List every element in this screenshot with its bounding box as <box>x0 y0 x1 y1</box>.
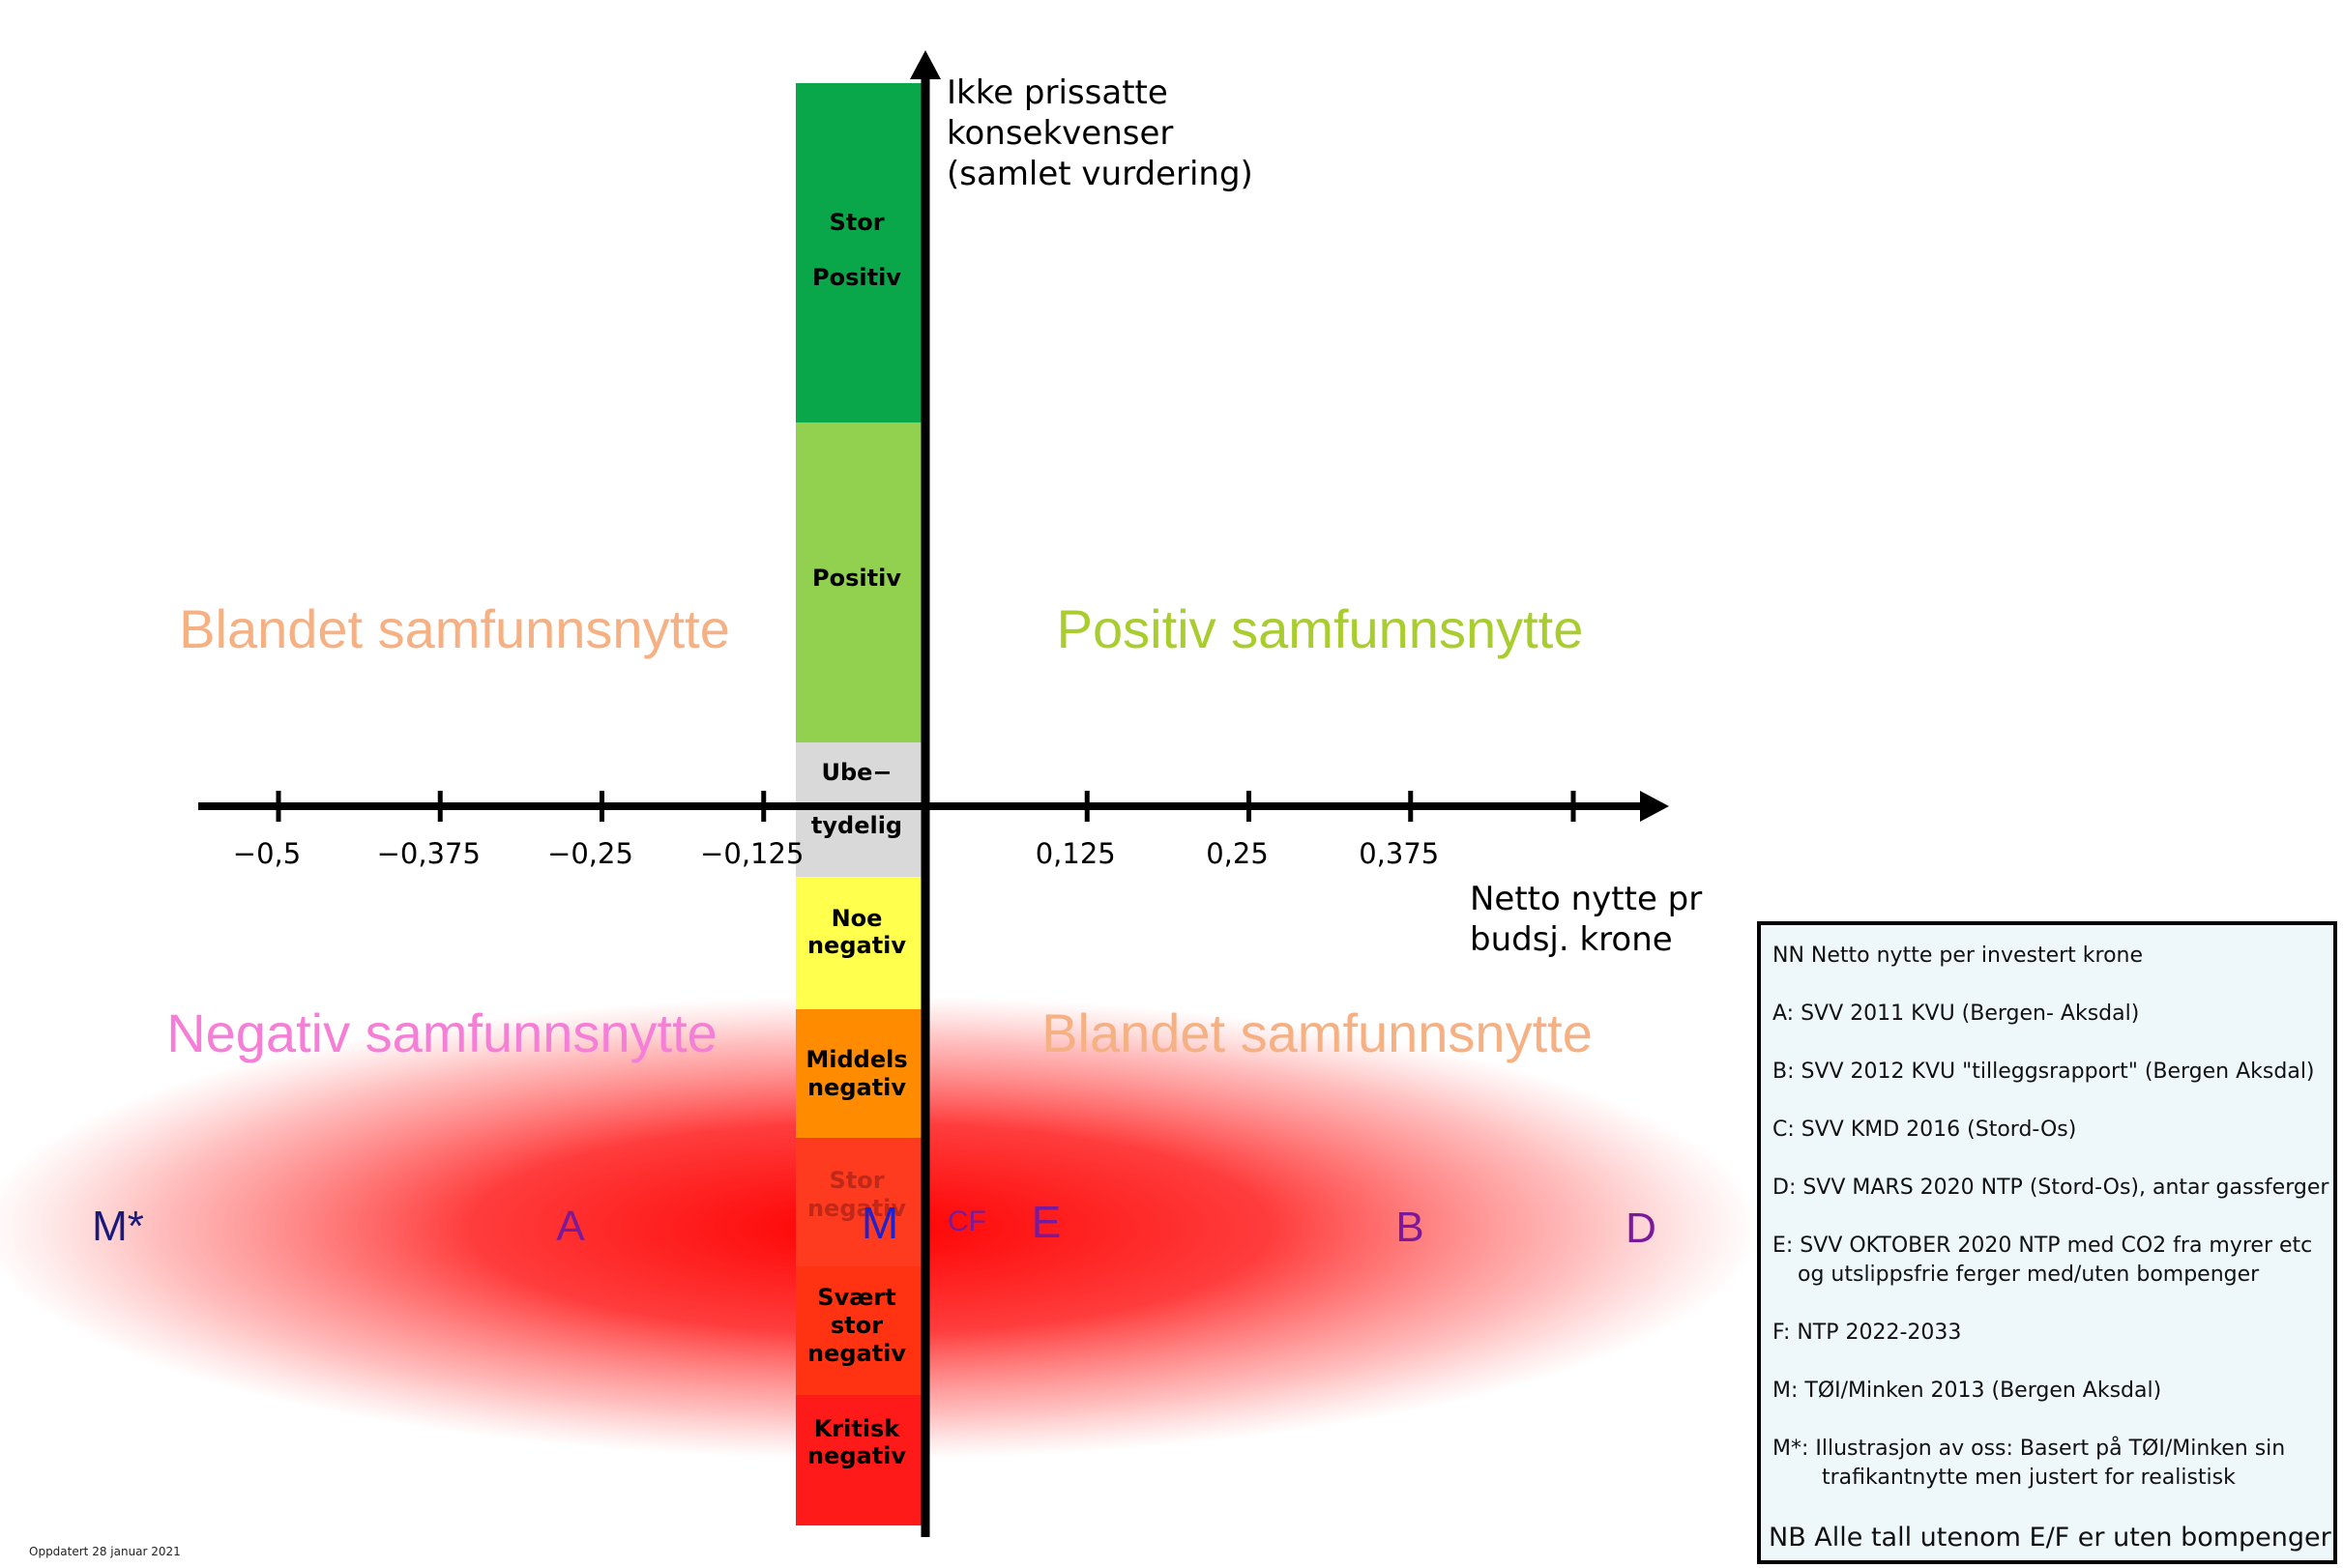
assessment-scale: StorPositivPositivUbe−tydeligNoenegativM… <box>796 83 922 1525</box>
legend-line-f: F: NTP 2022-2033 <box>1772 1321 1962 1345</box>
scale-band-4 <box>796 1009 922 1138</box>
x-tick-label-0: −0,5 <box>233 837 301 870</box>
x-tick-label-5: 0,25 <box>1206 837 1269 870</box>
legend-line-a: A: SVV 2011 KVU (Bergen- Aksdal) <box>1772 1002 2140 1026</box>
legend-box: NN Netto nytte per investert krone A: SV… <box>1757 921 2337 1564</box>
scale-band-label-5-1: negativ <box>807 1195 906 1222</box>
scale-band-0 <box>796 83 922 422</box>
scale-band-label-2-1: tydelig <box>811 812 902 839</box>
scale-band-label-4-1: negativ <box>807 1074 906 1101</box>
scale-band-label-5-0: Stor <box>829 1167 884 1194</box>
legend-line-b: B: SVV 2012 KVU "tilleggsrapport" (Berge… <box>1772 1060 2315 1084</box>
quadrant-lower-left: Negativ samfunnsnytte <box>166 1002 718 1063</box>
legend-line-d: D: SVV MARS 2020 NTP (Stord-Os), antar g… <box>1772 1176 2329 1200</box>
scale-band-label-0-0: Stor <box>829 209 884 236</box>
point-m-star: M* <box>92 1203 144 1250</box>
x-tick-label-3: −0,125 <box>700 837 804 870</box>
scale-band-label-6-2: negativ <box>807 1340 906 1367</box>
y-axis-label: Ikke prissatte konsekvenser (samlet vurd… <box>947 73 1253 193</box>
scale-band-label-7-0: Kritisk <box>814 1415 901 1442</box>
x-tick-label-1: −0,375 <box>377 837 481 870</box>
scale-band-label-0-1: Positiv <box>812 264 901 291</box>
scale-band-5 <box>796 1138 922 1266</box>
legend-line-e: E: SVV OKTOBER 2020 NTP med CO2 fra myre… <box>1772 1234 2313 1258</box>
legend-line-nn: NN Netto nytte per investert krone <box>1772 944 2144 968</box>
legend-note: NB Alle tall utenom E/F er uten bompenge… <box>1769 1523 2331 1553</box>
scale-band-label-1-0: Positiv <box>812 565 901 592</box>
x-tick-label-2: −0,25 <box>547 837 633 870</box>
scale-band-6 <box>796 1266 922 1395</box>
scale-band-7 <box>796 1395 922 1525</box>
point-m: M <box>862 1198 898 1248</box>
legend-line-m: M: TØI/Minken 2013 (Bergen Aksdal) <box>1772 1379 2162 1403</box>
x-axis-arrow <box>1640 791 1669 822</box>
quadrant-lower-right: Blandet samfunnsnytte <box>1041 1002 1593 1063</box>
point-e: E <box>1032 1197 1062 1247</box>
point-cf: CF <box>948 1205 986 1237</box>
x-axis-label: Netto nytte pr budsj. krone <box>1470 880 1713 959</box>
scale-band-label-3-0: Noe <box>832 905 883 932</box>
scale-band-label-6-0: Svært <box>817 1284 895 1311</box>
point-d: D <box>1625 1205 1656 1252</box>
project-points: M* A M CF E B D <box>92 1197 1656 1252</box>
legend-line-c: C: SVV KMD 2016 (Stord-Os) <box>1772 1118 2077 1142</box>
point-b: B <box>1395 1204 1423 1251</box>
scale-band-label-6-1: stor <box>831 1312 883 1339</box>
quadrant-upper-right: Positiv samfunnsnytte <box>1057 598 1584 659</box>
scale-band-3 <box>796 877 922 1009</box>
legend-line-mstar-cont: trafikantnytte men justert for realistis… <box>1822 1466 2236 1490</box>
x-tick-label-6: 0,375 <box>1359 837 1439 870</box>
legend-line-mstar: M*: Illustrasjon av oss: Basert på TØI/M… <box>1772 1437 2286 1461</box>
legend-line-e-cont: og utslippsfrie ferger med/uten bompenge… <box>1798 1263 2260 1287</box>
updated-footnote: Oppdatert 28 januar 2021 <box>29 1545 181 1558</box>
scale-band-label-4-0: Middels <box>805 1046 907 1073</box>
scale-band-label-7-1: negativ <box>807 1442 906 1469</box>
quadrant-upper-left: Blandet samfunnsnytte <box>179 598 730 659</box>
x-tick-label-4: 0,125 <box>1036 837 1116 870</box>
scale-band-label-2-0: Ube− <box>821 759 892 786</box>
point-a: A <box>556 1203 585 1250</box>
scale-band-1 <box>796 422 922 742</box>
scale-band-label-3-1: negativ <box>807 932 906 959</box>
y-axis-arrow <box>910 50 941 79</box>
x-axis-ticks: −0,5 −0,375 −0,25 −0,125 0,125 0,25 0,375 <box>233 791 1576 870</box>
